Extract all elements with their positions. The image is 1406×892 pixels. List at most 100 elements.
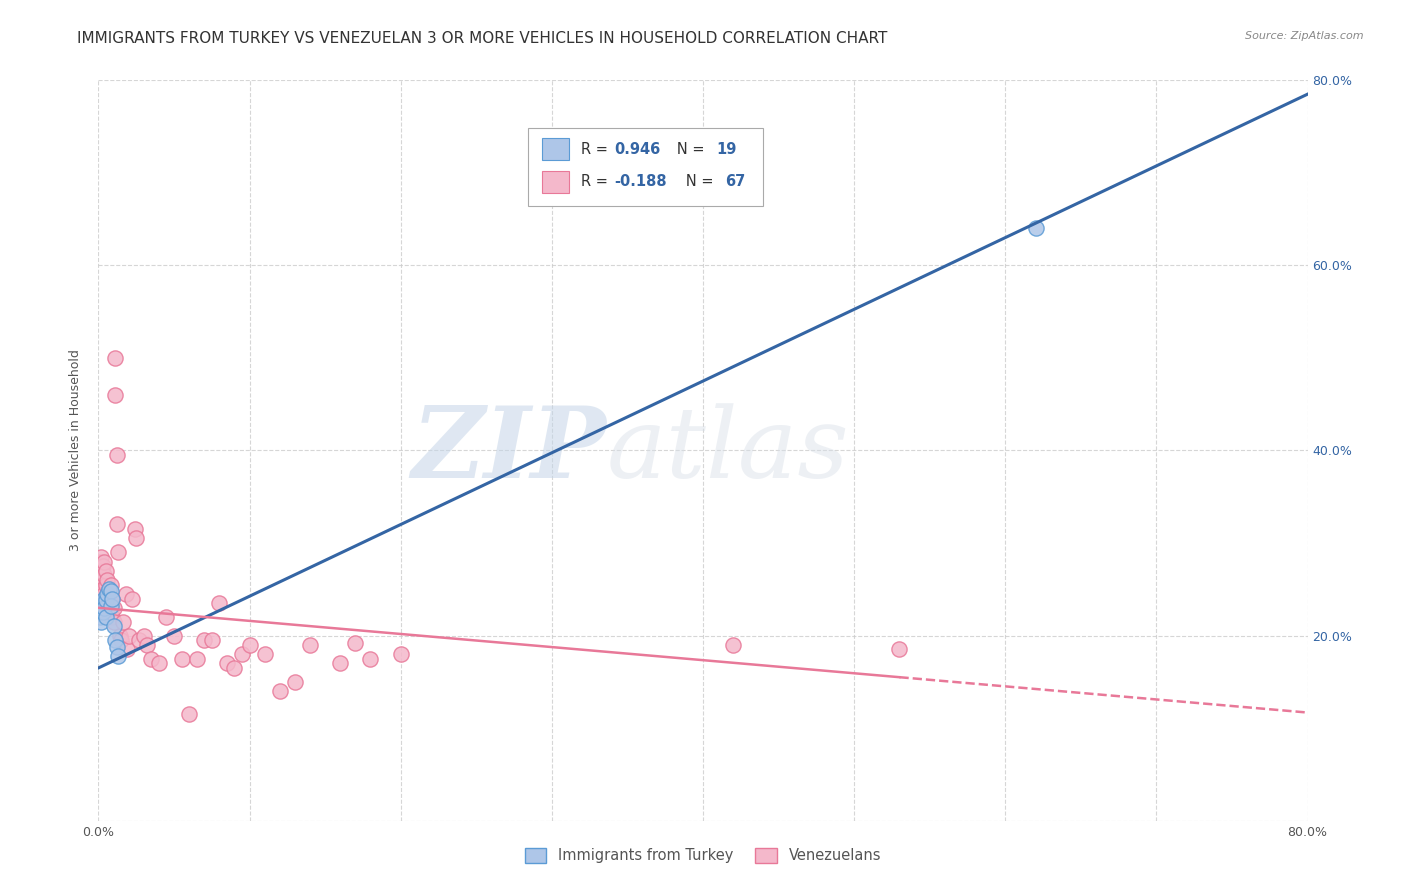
Bar	[543, 138, 569, 161]
Point	[104, 633, 127, 648]
Point	[179, 707, 201, 722]
Point	[94, 610, 117, 624]
Point	[723, 638, 745, 652]
Point	[90, 615, 112, 629]
Text: ZIP: ZIP	[412, 402, 606, 499]
Point	[91, 606, 114, 620]
Point	[107, 545, 129, 559]
Text: 67: 67	[724, 174, 745, 189]
Point	[105, 448, 128, 462]
Point	[100, 596, 122, 610]
Point	[101, 610, 124, 624]
Point	[125, 532, 148, 546]
Point	[148, 657, 170, 671]
Text: R =: R =	[581, 142, 613, 157]
Point	[96, 587, 118, 601]
Point	[108, 628, 131, 642]
Point	[124, 522, 146, 536]
Point	[224, 661, 246, 675]
Point	[98, 582, 121, 597]
Point	[101, 591, 124, 606]
FancyBboxPatch shape	[527, 128, 763, 206]
Point	[93, 554, 115, 569]
Point	[91, 582, 114, 597]
Point	[100, 606, 122, 620]
Text: -0.188: -0.188	[614, 174, 668, 189]
Point	[94, 591, 117, 606]
Point	[104, 388, 127, 402]
Text: IMMIGRANTS FROM TURKEY VS VENEZUELAN 3 OR MORE VEHICLES IN HOUSEHOLD CORRELATION: IMMIGRANTS FROM TURKEY VS VENEZUELAN 3 O…	[77, 31, 887, 46]
Point	[96, 596, 118, 610]
Legend: Immigrants from Turkey, Venezuelans: Immigrants from Turkey, Venezuelans	[519, 842, 887, 869]
Point	[91, 596, 114, 610]
Point	[94, 564, 117, 578]
Point	[239, 638, 262, 652]
Point	[155, 610, 177, 624]
Point	[135, 638, 157, 652]
Point	[114, 587, 136, 601]
Point	[93, 600, 115, 615]
Point	[103, 615, 125, 629]
Point	[215, 657, 238, 671]
Text: N =: N =	[664, 142, 709, 157]
Point	[100, 599, 122, 613]
Point	[128, 633, 150, 648]
Point	[93, 587, 115, 601]
Bar	[543, 170, 569, 193]
Point	[132, 628, 155, 642]
Point	[141, 651, 163, 665]
Text: N =: N =	[672, 174, 717, 189]
Point	[193, 633, 215, 648]
Point	[90, 564, 112, 578]
Point	[118, 628, 141, 642]
Point	[89, 554, 111, 569]
Point	[96, 573, 118, 587]
Text: 0.946: 0.946	[614, 142, 661, 157]
Point	[110, 633, 132, 648]
Point	[103, 619, 125, 633]
Point	[100, 584, 122, 599]
Point	[100, 577, 122, 591]
Point	[96, 587, 118, 601]
Point	[101, 591, 124, 606]
Point	[94, 593, 117, 607]
Point	[284, 674, 307, 689]
Text: 19: 19	[716, 142, 737, 157]
Text: atlas: atlas	[606, 403, 849, 498]
Point	[344, 636, 367, 650]
Point	[389, 647, 412, 661]
Point	[111, 615, 134, 629]
Point	[329, 657, 352, 671]
Point	[186, 651, 208, 665]
Point	[89, 610, 111, 624]
Point	[299, 638, 322, 652]
Point	[89, 568, 111, 582]
Point	[1024, 221, 1046, 235]
Point	[90, 602, 112, 616]
Point	[93, 568, 115, 582]
Text: R =: R =	[581, 174, 613, 189]
Point	[253, 647, 276, 661]
Y-axis label: 3 or more Vehicles in Household: 3 or more Vehicles in Household	[69, 350, 83, 551]
Text: Source: ZipAtlas.com: Source: ZipAtlas.com	[1246, 31, 1364, 41]
Point	[98, 600, 121, 615]
Point	[90, 577, 112, 591]
Point	[105, 640, 128, 654]
Point	[201, 633, 224, 648]
Point	[103, 600, 125, 615]
Point	[121, 591, 143, 606]
Point	[107, 648, 129, 663]
Point	[91, 559, 114, 574]
Point	[360, 651, 382, 665]
Point	[231, 647, 253, 661]
Point	[98, 582, 121, 597]
Point	[104, 351, 127, 365]
Point	[94, 577, 117, 591]
Point	[269, 684, 291, 698]
Point	[163, 628, 186, 642]
Point	[889, 642, 911, 657]
Point	[170, 651, 193, 665]
Point	[105, 517, 128, 532]
Point	[93, 591, 115, 606]
Point	[115, 642, 138, 657]
